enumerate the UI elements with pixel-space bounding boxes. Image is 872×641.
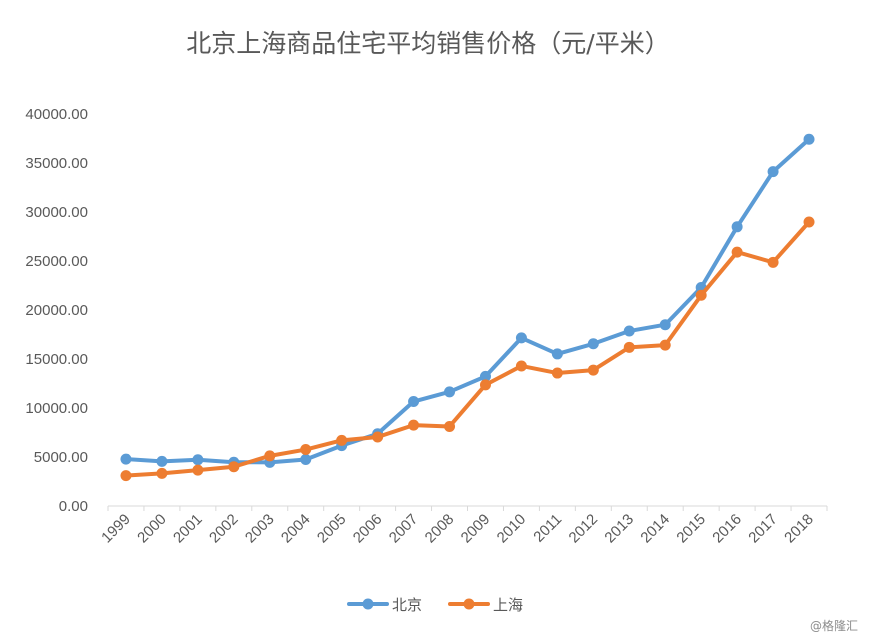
data-point [120, 453, 132, 465]
data-point [587, 338, 599, 350]
series-line-1 [123, 137, 812, 465]
data-point [408, 396, 420, 408]
y-axis: 0.00 5000.00 10000.00 15000.00 20000.00 25000… [25, 106, 88, 515]
legend-marker-1 [362, 598, 374, 610]
data-point [767, 256, 779, 268]
series-line-2 [123, 219, 812, 478]
y-tick-label: 40000.00 [25, 106, 88, 123]
data-point [372, 431, 384, 443]
data-point [300, 453, 312, 465]
x-tick-label: 1999 [98, 511, 134, 547]
data-point [587, 364, 599, 376]
data-point [551, 348, 563, 360]
data-point [300, 444, 312, 456]
data-point [444, 420, 456, 432]
legend-label-2: 上海 [493, 596, 523, 614]
y-tick-label: 10000.00 [25, 400, 88, 417]
data-point [803, 216, 815, 228]
x-tick-label: 2014 [637, 511, 673, 547]
data-point [515, 360, 527, 372]
data-point [623, 341, 635, 353]
data-point [479, 370, 491, 382]
y-tick-label: 35000.00 [25, 155, 88, 172]
data-point [444, 386, 456, 398]
data-point [803, 133, 815, 145]
legend-label-1: 北京 [392, 596, 422, 614]
x-tick-label: 2002 [206, 511, 242, 547]
chart-title: 北京上海商品住宅平均销售价格（元/平米） [186, 29, 669, 58]
data-point [731, 221, 743, 233]
y-tick-label: 15000.00 [25, 351, 88, 368]
x-tick-label: 2017 [745, 511, 781, 547]
data-point [623, 325, 635, 337]
x-tick-label: 2016 [709, 511, 745, 547]
x-axis: 1999 2000 2001 2002 2003 2004 2005 2006 2007 2008… [98, 506, 828, 547]
legend: 北京 上海 [347, 596, 523, 614]
x-tick-label: 2010 [494, 511, 530, 547]
data-point [264, 450, 276, 462]
series-layer [120, 133, 815, 482]
data-point [336, 434, 348, 446]
x-tick-label: 2015 [673, 511, 709, 547]
x-tick-label: 2008 [422, 511, 458, 547]
data-point [192, 464, 204, 476]
data-point [228, 461, 240, 473]
legend-marker-2 [463, 598, 475, 610]
x-tick-label: 2007 [386, 511, 422, 547]
data-point [695, 289, 707, 301]
x-tick-label: 2011 [530, 511, 565, 546]
data-point [479, 379, 491, 391]
data-point [515, 332, 527, 344]
data-point [767, 166, 779, 178]
y-tick-label: 20000.00 [25, 302, 88, 319]
x-tick-label: 2009 [458, 511, 494, 547]
x-tick-label: 2004 [278, 511, 314, 547]
y-tick-label: 25000.00 [25, 253, 88, 270]
x-tick-label: 2006 [350, 511, 386, 547]
data-point [408, 419, 420, 431]
data-point [659, 319, 671, 331]
data-point [156, 455, 168, 467]
x-tick-label: 2005 [314, 511, 350, 547]
x-tick-label: 2012 [566, 511, 602, 547]
y-tick-label: 30000.00 [25, 204, 88, 221]
x-tick-label: 2001 [170, 511, 206, 547]
x-tick-label: 2003 [242, 511, 278, 547]
x-tick-label: 2018 [781, 511, 817, 547]
watermark: @格隆汇 [810, 618, 858, 633]
data-point [551, 367, 563, 379]
y-tick-label: 5000.00 [34, 449, 88, 466]
data-point [192, 454, 204, 466]
data-point [731, 246, 743, 258]
x-tick-label: 2000 [134, 511, 170, 547]
data-point [120, 470, 132, 482]
y-tick-label: 0.00 [59, 498, 88, 515]
x-tick-label: 2013 [601, 511, 637, 547]
data-point [659, 339, 671, 351]
data-point [156, 467, 168, 479]
